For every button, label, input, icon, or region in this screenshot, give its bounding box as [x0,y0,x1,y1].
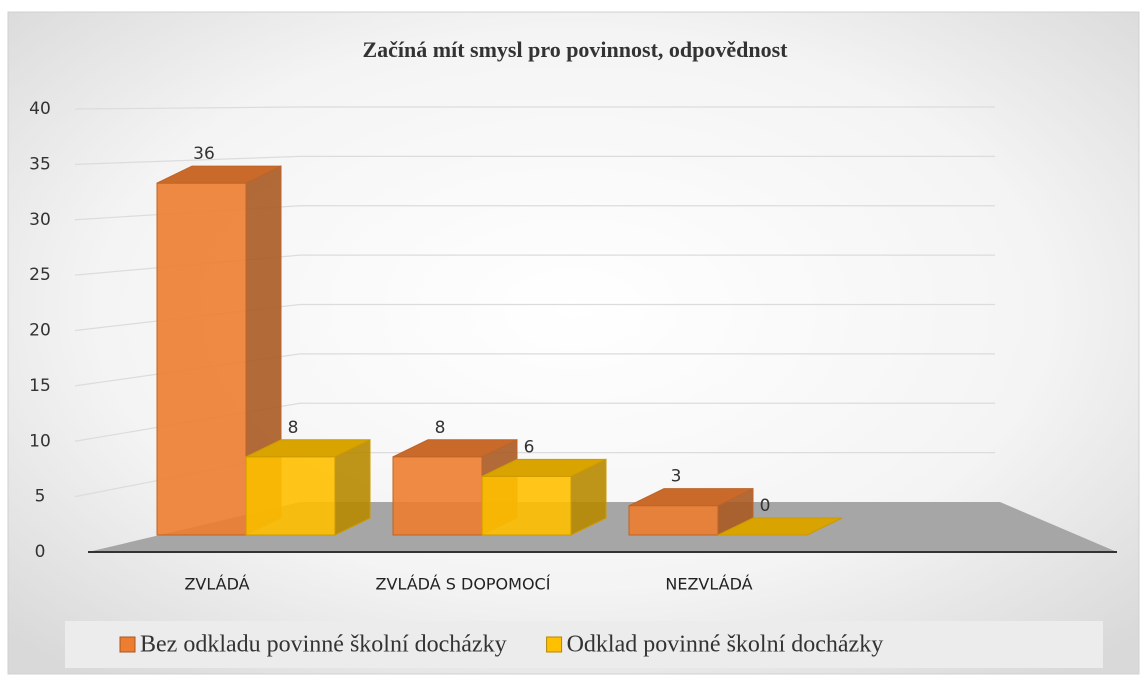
legend-swatch [119,636,136,653]
y-tick-label: 10 [29,431,51,451]
legend-label: Bez odkladu povinné školní docházky [140,632,507,658]
data-label: 3 [671,467,682,487]
y-tick-label: 15 [29,376,51,396]
data-label: 8 [288,418,299,438]
legend [65,621,1103,668]
y-tick-label: 40 [29,99,51,119]
bar [392,456,483,536]
data-label: 8 [435,418,446,438]
bar [628,505,719,536]
y-tick-label: 0 [35,542,46,562]
y-tick-label: 25 [29,265,51,285]
grid-line [74,254,995,276]
bar [245,456,336,536]
bar-top [245,439,371,458]
grid-line [74,303,995,332]
y-tick-label: 20 [29,321,51,341]
bar-top [628,488,754,507]
data-label: 36 [193,144,215,164]
x-tick-label: NEZVLÁDÁ [665,575,752,594]
data-label: 0 [760,496,771,516]
x-tick-label: ZVLÁDÁ S DOPOMOCÍ [376,575,551,594]
grid-line [74,402,995,442]
bar-top [156,165,282,184]
x-tick-label: ZVLÁDÁ [184,575,249,594]
bar-top [717,517,843,536]
chart-title: Začíná mít smysl pro povinnost, odpovědn… [362,37,788,62]
bar-top [481,458,607,477]
bar-top [392,439,518,458]
y-tick-label: 35 [29,154,51,174]
grid-line [74,155,995,165]
bar [481,475,572,536]
grid-line [74,205,995,221]
bar [156,182,247,536]
y-tick-label: 5 [35,487,46,507]
legend-label: Odklad povinné školní docházky [567,632,884,658]
grid-line [74,353,995,387]
legend-swatch [546,636,563,653]
data-label: 6 [524,437,535,457]
y-tick-label: 30 [29,210,51,230]
grid-line [74,106,995,110]
